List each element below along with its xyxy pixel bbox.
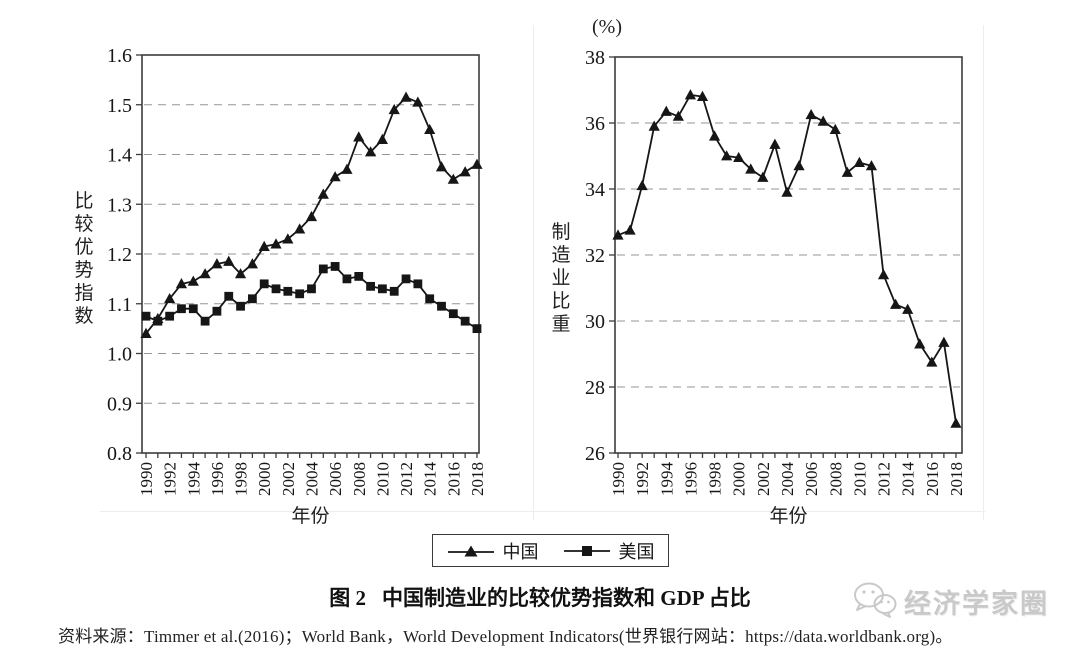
chat-bubbles-icon — [854, 582, 897, 618]
svg-text:2016: 2016 — [444, 462, 463, 496]
legend-label-usa: 美国 — [618, 541, 655, 562]
svg-text:2000: 2000 — [730, 462, 749, 496]
svg-text:2002: 2002 — [279, 462, 298, 496]
faint-divider-line — [100, 511, 985, 512]
svg-text:2006: 2006 — [802, 462, 821, 496]
svg-text:30: 30 — [585, 311, 605, 333]
svg-text:1998: 1998 — [706, 462, 725, 496]
faint-divider-line — [533, 25, 534, 520]
figure-caption: 图 2 中国制造业的比较优势指数和 GDP 占比 — [0, 582, 1080, 612]
svg-text:1.1: 1.1 — [107, 294, 132, 316]
figure-number: 图 2 — [329, 586, 367, 610]
svg-text:2012: 2012 — [397, 462, 416, 496]
right-chart-manufacturing-share: 26 28 30 32 34 36 38 1990 1992 1994 1996 1998 2000 20… — [585, 47, 966, 497]
svg-text:2010: 2010 — [373, 462, 392, 496]
right-y-axis-unit-label: (%) — [592, 16, 622, 38]
svg-text:1996: 1996 — [681, 462, 700, 496]
svg-text:1998: 1998 — [232, 462, 251, 496]
svg-text:1.5: 1.5 — [107, 95, 132, 117]
svg-text:2008: 2008 — [826, 462, 845, 496]
svg-text:2000: 2000 — [255, 462, 274, 496]
svg-text:1.0: 1.0 — [107, 344, 132, 366]
svg-text:2012: 2012 — [875, 462, 894, 496]
svg-text:1996: 1996 — [208, 462, 227, 496]
svg-text:1992: 1992 — [633, 462, 652, 496]
svg-text:2008: 2008 — [350, 462, 369, 496]
svg-text:1990: 1990 — [137, 462, 156, 496]
svg-text:32: 32 — [585, 245, 605, 267]
svg-text:2002: 2002 — [754, 462, 773, 496]
legend-item-china: 中国 — [447, 538, 539, 564]
svg-text:2006: 2006 — [326, 462, 345, 496]
svg-text:1.3: 1.3 — [107, 194, 132, 216]
svg-text:2004: 2004 — [302, 462, 321, 497]
svg-text:2014: 2014 — [421, 462, 440, 497]
svg-text:1994: 1994 — [657, 462, 676, 497]
china-series-marker-icon — [447, 545, 494, 556]
right-x-axis-title: 年份 — [769, 506, 808, 527]
svg-text:1.2: 1.2 — [107, 244, 132, 266]
left-x-axis-title: 年份 — [291, 506, 330, 527]
watermark: 经济学家圈 — [852, 580, 1049, 622]
svg-text:34: 34 — [585, 179, 605, 201]
faint-divider-line — [983, 25, 984, 520]
svg-text:0.8: 0.8 — [107, 443, 132, 465]
left-chart-comparative-advantage: 0.8 0.9 1.0 1.1 1.2 1.3 1.4 1.5 1.6 1990 1992 1994 1… — [107, 45, 487, 497]
svg-text:28: 28 — [585, 377, 605, 399]
right-y-axis-title: 制造业比重 — [551, 222, 571, 335]
source-note: 资料来源：Timmer et al.(2016)；World Bank，Worl… — [58, 627, 953, 646]
svg-text:1992: 1992 — [161, 462, 180, 496]
watermark-text: 经济学家圈 — [904, 588, 1049, 619]
svg-text:26: 26 — [585, 443, 605, 465]
svg-text:1994: 1994 — [184, 462, 203, 497]
svg-text:2004: 2004 — [778, 462, 797, 497]
svg-text:2016: 2016 — [923, 462, 942, 496]
figure-title: 中国制造业的比较优势指数和 GDP 占比 — [382, 586, 751, 610]
legend: 中国 美国 — [432, 534, 669, 567]
svg-text:36: 36 — [585, 113, 605, 135]
legend-label-china: 中国 — [502, 541, 539, 562]
usa-series-marker-icon — [563, 545, 610, 556]
svg-text:2018: 2018 — [947, 462, 966, 496]
svg-text:2014: 2014 — [899, 462, 918, 497]
svg-text:1.4: 1.4 — [107, 145, 132, 167]
svg-text:38: 38 — [585, 47, 605, 69]
svg-text:0.9: 0.9 — [107, 393, 132, 415]
left-y-axis-title: 比较优势指数 — [74, 191, 94, 327]
svg-text:2018: 2018 — [468, 462, 487, 496]
svg-text:2010: 2010 — [850, 462, 869, 496]
svg-text:1990: 1990 — [609, 462, 628, 496]
svg-text:1.6: 1.6 — [107, 45, 132, 67]
legend-item-usa: 美国 — [563, 538, 655, 564]
